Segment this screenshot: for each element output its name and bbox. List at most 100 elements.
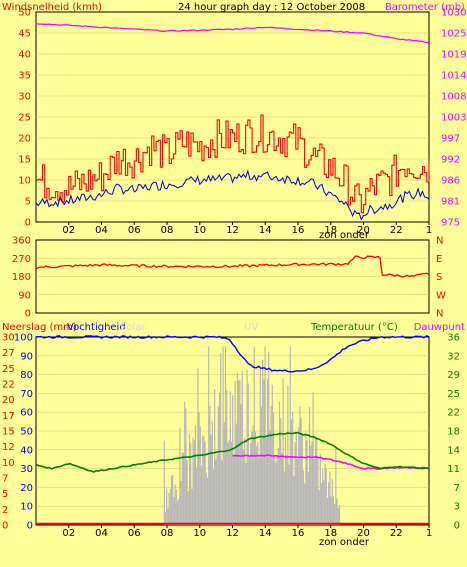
barometer-tick-label: 1003 (441, 113, 466, 124)
solar-bar (174, 484, 176, 525)
humidity-tick-label: 50 (20, 427, 33, 438)
solar-bar (192, 437, 194, 525)
solar-bars (163, 346, 341, 525)
temperature-tick-label: 11 (447, 464, 460, 475)
humidity-tick-label: 90 (20, 351, 33, 362)
humidity-line (35, 335, 430, 373)
solar-bar (294, 442, 296, 525)
solar-bar (319, 454, 321, 525)
barometer-tick-label: 1014 (441, 71, 466, 82)
sunset-label-wind: zon onder (319, 230, 370, 241)
compass-label: N (436, 309, 443, 320)
solar-bar (298, 427, 300, 525)
barometer-tick-label: 981 (441, 197, 460, 208)
compass-label: E (436, 254, 442, 265)
wind-tick-label: 10 (18, 176, 31, 187)
temperature-axis-label: Temperatuur (°C) (310, 322, 398, 333)
temperature-tick-label: 36 (447, 333, 460, 344)
rain-tick-label: 30 (2, 333, 15, 344)
solar-bar (214, 389, 216, 525)
solar-bar (180, 481, 182, 525)
solar-bar (306, 440, 308, 525)
solar-bar (265, 437, 267, 525)
solar-bar (205, 472, 207, 525)
temperature-tick-label: 32 (447, 351, 460, 362)
solar-bar (286, 454, 288, 525)
time-axis-label: 02 (62, 225, 75, 236)
time-axis-label: 10 (193, 225, 206, 236)
solar-bar (209, 406, 211, 525)
solar-bar (178, 498, 180, 525)
solar-bar (329, 471, 331, 525)
solar-bar (257, 442, 259, 525)
rain-tick-label: 10 (2, 458, 15, 469)
solar-bar (295, 431, 297, 525)
temperature-tick-label: 0 (454, 521, 460, 532)
solar-bar (337, 507, 339, 525)
humidity-tick-label: 30 (20, 464, 33, 475)
solar-bar (170, 475, 173, 525)
solar-bar (246, 370, 248, 525)
humidity-tick-label: 0 (27, 521, 33, 532)
solar-bar (258, 457, 260, 525)
time-axis-label: 18 (324, 528, 337, 539)
solar-bar (227, 442, 229, 525)
solar-bar (184, 401, 186, 525)
temperature-tick-label: 7 (454, 483, 460, 494)
sunset-label-climate: zon onder (319, 537, 370, 548)
solar-bar (293, 475, 295, 525)
temperature-tick-label: 29 (447, 370, 460, 381)
wind-tick-label: 5 (25, 197, 31, 208)
solar-bar (274, 456, 276, 525)
time-axis-label: 22 (390, 528, 403, 539)
rain-tick-label: 7 (2, 474, 8, 485)
solar-bar (301, 432, 303, 525)
solar-bar (163, 440, 165, 525)
rain-tick-label: 22 (2, 380, 15, 391)
solar-bar (320, 482, 323, 525)
wind-tick-label: 25 (18, 113, 31, 124)
solar-bar (268, 352, 270, 525)
solar-bar (313, 458, 315, 525)
solar-bar (200, 465, 203, 525)
solar-bar (186, 460, 188, 525)
solar-bar (283, 471, 285, 525)
solar-axis-label: Solar (120, 322, 146, 333)
solar-bar (307, 471, 309, 525)
solar-bar (248, 456, 251, 525)
time-axis-label: 22 (390, 225, 403, 236)
solar-bar (236, 372, 239, 525)
rain-axis-label: Neerslag (mm) (2, 322, 77, 333)
rain-tick-label: 15 (2, 427, 15, 438)
solar-bar (322, 469, 324, 525)
time-axis-label: 20 (357, 528, 370, 539)
solar-bar (290, 419, 293, 525)
solar-bar (191, 489, 193, 525)
wind-tick-label: 35 (18, 71, 31, 82)
solar-bar (208, 346, 210, 525)
solar-bar (228, 440, 230, 525)
temperature-tick-label: 22 (447, 408, 460, 419)
uv-axis-label: UV (244, 322, 258, 333)
solar-bar (299, 406, 301, 525)
solar-bar (199, 426, 201, 525)
solar-bar (334, 503, 336, 525)
solar-bar (210, 434, 212, 525)
solar-bar (252, 425, 254, 525)
solar-bar (173, 497, 175, 525)
humidity-tick-label: 100 (14, 333, 33, 344)
solar-bar (314, 437, 317, 525)
barometer-line (35, 23, 430, 44)
wind-tick-label: 30 (18, 92, 31, 103)
solar-bar (302, 470, 305, 525)
solar-bar (238, 380, 240, 525)
solar-bar (325, 469, 327, 525)
solar-bar (332, 496, 335, 525)
solar-bar (179, 427, 181, 525)
solar-bar (296, 458, 299, 525)
solar-bar (330, 496, 332, 525)
compass-label: N (436, 236, 443, 247)
time-axis-label: 1 (426, 528, 432, 539)
barometer-tick-label: 1008 (441, 92, 466, 103)
